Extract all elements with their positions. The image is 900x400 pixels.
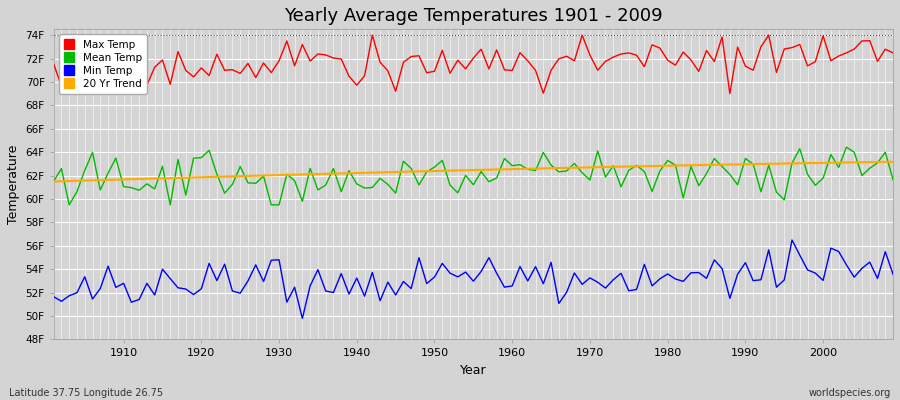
X-axis label: Year: Year (460, 364, 487, 377)
Y-axis label: Temperature: Temperature (7, 145, 20, 224)
Text: Latitude 37.75 Longitude 26.75: Latitude 37.75 Longitude 26.75 (9, 388, 163, 398)
Title: Yearly Average Temperatures 1901 - 2009: Yearly Average Temperatures 1901 - 2009 (284, 7, 662, 25)
Legend: Max Temp, Mean Temp, Min Temp, 20 Yr Trend: Max Temp, Mean Temp, Min Temp, 20 Yr Tre… (58, 34, 148, 94)
Text: worldspecies.org: worldspecies.org (809, 388, 891, 398)
